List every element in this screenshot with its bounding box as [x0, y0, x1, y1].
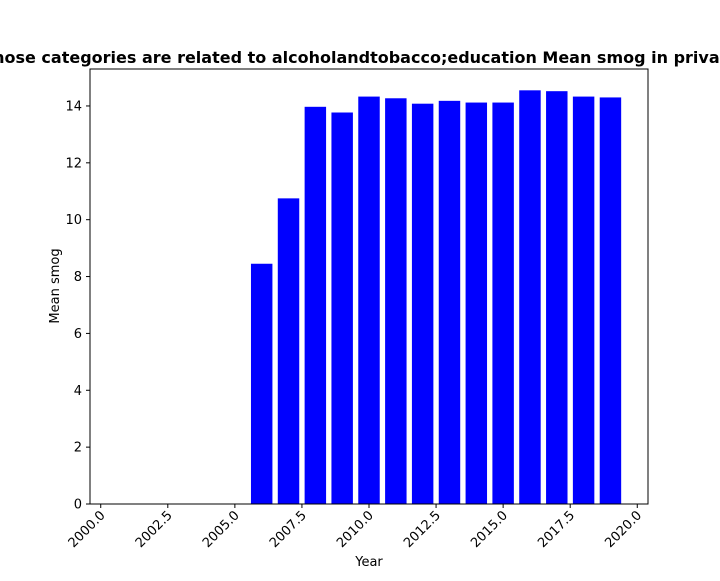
bar-2015: [492, 102, 514, 505]
x-axis-label: Year: [354, 555, 383, 570]
bar-2006: [250, 263, 273, 504]
x-tick-label: 2007.5: [267, 508, 310, 551]
y-tick-label: 8: [74, 270, 82, 285]
bars-group: [250, 90, 622, 505]
y-tick-label: 14: [65, 99, 82, 114]
bar-2017: [546, 91, 568, 505]
x-tick-label: 2017.5: [535, 508, 578, 551]
x-axis: 2000.0 2002.5 2005.0 2007.5 2010.0 2012.5 2015…: [66, 504, 645, 551]
bar-2013: [438, 100, 461, 504]
y-tick-label: 2: [74, 441, 82, 456]
y-axis-label: Mean smog: [48, 248, 63, 323]
x-tick-label: 2015.0: [468, 508, 511, 551]
bar-2009: [331, 112, 353, 504]
bar-2008: [304, 106, 327, 504]
y-tick-label: 4: [74, 384, 82, 399]
bar-2019: [599, 97, 622, 505]
y-tick-label: 10: [65, 213, 82, 228]
x-tick-label: 2010.0: [334, 508, 377, 551]
y-axis: 0 2 4 6 8 10 12 14: [65, 99, 90, 513]
bar-2014: [465, 102, 488, 505]
x-tick-label: 2002.5: [133, 508, 176, 551]
x-tick-label: 2020.0: [602, 508, 645, 551]
bar-2010: [358, 96, 380, 504]
bar-2007: [277, 198, 300, 505]
bar-2012: [411, 103, 434, 504]
y-tick-label: 12: [65, 156, 82, 171]
y-tick-label: 6: [74, 327, 82, 342]
x-tick-label: 2000.0: [66, 508, 109, 551]
chart-title: Privacy policies whose categories are re…: [0, 48, 720, 67]
bar-2011: [385, 98, 407, 504]
bar-2018: [572, 96, 595, 504]
x-tick-label: 2005.0: [200, 508, 243, 551]
bar-2016: [519, 90, 541, 504]
x-tick-label: 2012.5: [401, 508, 444, 551]
plot-frame: [89, 68, 649, 505]
y-tick-label: 0: [74, 498, 82, 513]
